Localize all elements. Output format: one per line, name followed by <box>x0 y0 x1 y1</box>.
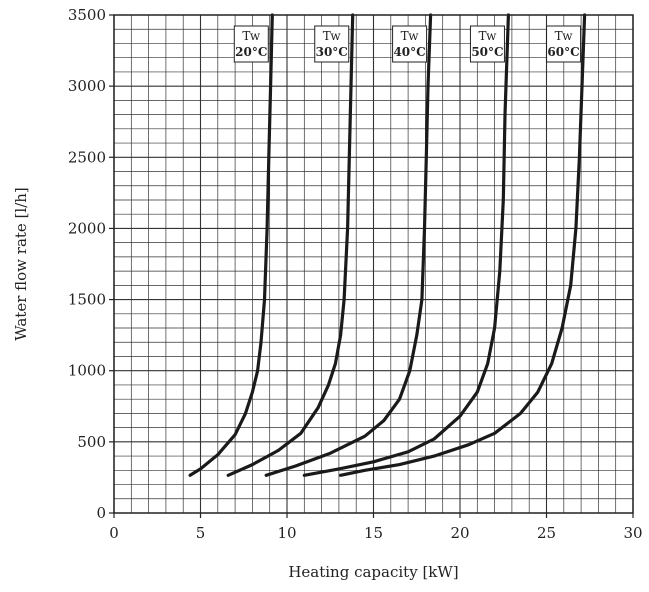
y-tick-label: 2500 <box>68 148 106 166</box>
series-label-box <box>546 25 582 63</box>
y-tick-label: 500 <box>77 433 106 451</box>
series-label-name: Tw <box>555 29 574 43</box>
x-tick-label: 20 <box>450 524 469 542</box>
series-label-3: Tw 40°C <box>392 25 428 63</box>
y-tick-label: 1000 <box>68 362 106 380</box>
y-tick-label: 3500 <box>68 6 106 24</box>
series-label-2: Tw 30°C <box>314 25 350 63</box>
y-tick-label: 2000 <box>68 219 106 237</box>
series-line-2 <box>226 13 355 477</box>
series-label-temp: 30°C <box>316 45 348 59</box>
y-ticks: 0 500 1000 1500 2000 2500 3000 3500 <box>68 6 114 522</box>
series-line-3 <box>264 13 433 477</box>
y-axis-title: Water flow rate [l/h] <box>12 187 30 341</box>
series-label-name: Tw <box>479 29 498 43</box>
series-label-temp: 20°C <box>235 45 267 59</box>
x-tick-label: 10 <box>277 524 296 542</box>
series-line-1 <box>188 13 274 477</box>
series-label-temp: 60°C <box>547 45 579 59</box>
series-line-5 <box>339 13 587 477</box>
series-label-box <box>314 25 350 63</box>
series-label-1: Tw 20°C <box>233 25 269 63</box>
series-label-name: Tw <box>401 29 420 43</box>
series-label-4: Tw 50°C <box>469 25 505 63</box>
x-ticks: 0 5 10 15 20 25 30 <box>109 513 643 542</box>
series-labels: Tw 20°C Tw 30°C Tw 40°C Tw 50°C Tw 60°C <box>233 25 582 63</box>
grid <box>113 14 634 514</box>
y-tick-label: 3000 <box>68 77 106 95</box>
x-tick-label: 25 <box>537 524 556 542</box>
series-label-name: Tw <box>242 29 261 43</box>
series-label-5: Tw 60°C <box>546 25 582 63</box>
x-tick-label: 0 <box>109 524 119 542</box>
x-tick-label: 30 <box>623 524 642 542</box>
series-label-name: Tw <box>323 29 342 43</box>
series-label-box <box>469 25 505 63</box>
series-lines <box>188 13 587 477</box>
series-label-temp: 40°C <box>393 45 425 59</box>
x-axis-title: Heating capacity [kW] <box>288 563 458 581</box>
series-line-4 <box>302 13 510 477</box>
series-label-box <box>392 25 428 63</box>
y-tick-label: 0 <box>96 504 106 522</box>
y-tick-label: 1500 <box>68 291 106 309</box>
series-label-box <box>233 25 269 63</box>
series-label-temp: 50°C <box>471 45 503 59</box>
x-tick-label: 5 <box>196 524 206 542</box>
x-tick-label: 15 <box>364 524 383 542</box>
